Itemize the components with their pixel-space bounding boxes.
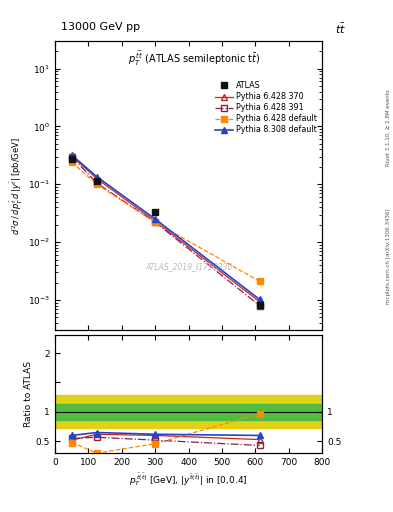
Y-axis label: Ratio to ATLAS: Ratio to ATLAS [24,361,33,427]
Text: ATLAS_2019_I1750330: ATLAS_2019_I1750330 [145,262,232,271]
Text: 13000 GeV pp: 13000 GeV pp [61,22,140,32]
Text: mcplots.cern.ch [arXiv:1306.3436]: mcplots.cern.ch [arXiv:1306.3436] [386,208,391,304]
Text: Rivet 3.1.10, ≥ 2.8M events: Rivet 3.1.10, ≥ 2.8M events [386,90,391,166]
Legend: ATLAS, Pythia 6.428 370, Pythia 6.428 391, Pythia 6.428 default, Pythia 8.308 de: ATLAS, Pythia 6.428 370, Pythia 6.428 39… [213,80,318,136]
Y-axis label: $d^2\sigma\,/\,dp_T^{\,\bar{t}}\,d\,|y^{\bar{t}}|\;[\mathrm{pb/GeV}]$: $d^2\sigma\,/\,dp_T^{\,\bar{t}}\,d\,|y^{… [9,137,25,234]
Text: $p_T^{\,\bar{t}\bar{t}}$ (ATLAS semileptonic t$\bar{t}$): $p_T^{\,\bar{t}\bar{t}}$ (ATLAS semilept… [128,50,260,68]
Text: $t\bar{t}$: $t\bar{t}$ [335,22,346,36]
X-axis label: $p_T^{\,\bar{t}(\bar{t})}$ [GeV], $|y^{\bar{t}(\bar{t})}|$ in [0,0.4]: $p_T^{\,\bar{t}(\bar{t})}$ [GeV], $|y^{\… [129,471,248,488]
